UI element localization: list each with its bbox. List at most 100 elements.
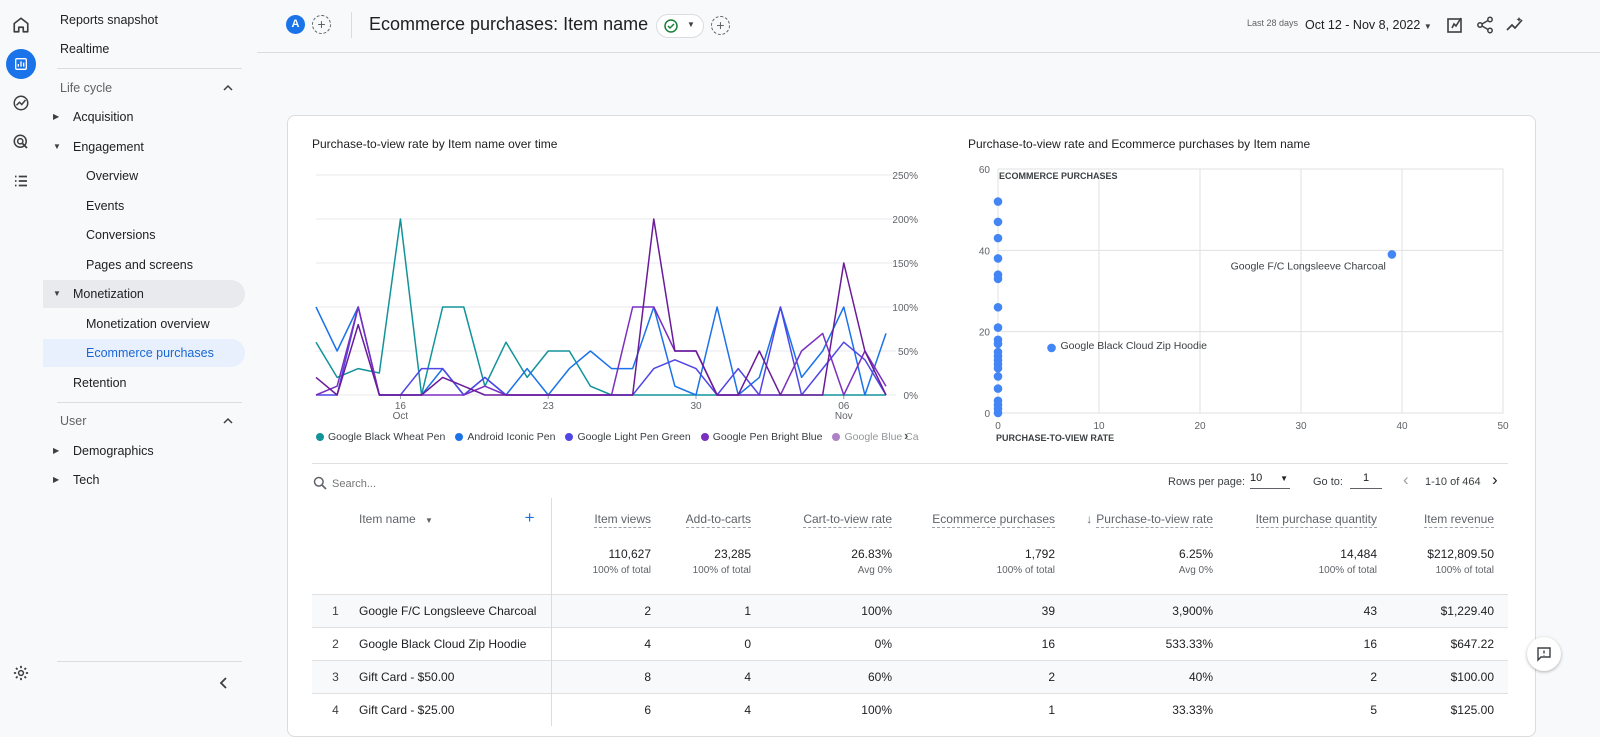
table-header-row: Item name ▼ + Item views Add-to-carts Car… bbox=[312, 498, 1508, 540]
next-page-chevron-icon[interactable]: › bbox=[1492, 470, 1498, 489]
nav-demographics[interactable]: ▶ Demographics bbox=[43, 437, 280, 465]
date-range-picker[interactable]: Oct 12 - Nov 8, 2022 ▼ bbox=[1305, 18, 1432, 32]
item-name-cell: 4 Gift Card - $25.00 bbox=[312, 693, 551, 726]
legend-item[interactable]: Google Light Pen Green bbox=[565, 431, 691, 443]
home-icon[interactable] bbox=[6, 10, 36, 40]
plot-frame bbox=[997, 168, 1504, 414]
total-label: Avg 0% bbox=[1178, 565, 1213, 576]
table-cell: 100% bbox=[765, 594, 906, 628]
reports-icon[interactable] bbox=[6, 49, 36, 79]
nav-tech[interactable]: ▶ Tech bbox=[43, 466, 280, 494]
x-tick-label: 40 bbox=[1396, 421, 1408, 432]
customize-report-icon[interactable] bbox=[1446, 16, 1464, 34]
legend-prev-chevron-icon[interactable]: ‹ bbox=[884, 428, 889, 443]
table-cell: 40% bbox=[1069, 660, 1227, 694]
share-icon[interactable] bbox=[1476, 16, 1494, 34]
table-cell: $100.00 bbox=[1391, 660, 1508, 694]
nav-monetization[interactable]: ▼ Monetization bbox=[43, 280, 245, 308]
row-number: 2 bbox=[332, 637, 339, 651]
legend-item[interactable]: Google Blue Ca bbox=[832, 431, 919, 443]
legend-label: Google Pen Bright Blue bbox=[712, 431, 823, 443]
advertising-icon[interactable] bbox=[6, 127, 36, 157]
legend-item[interactable]: Google Black Wheat Pen bbox=[316, 431, 445, 443]
insights-icon[interactable] bbox=[1505, 15, 1525, 35]
nav-section-lifecycle[interactable]: Life cycle bbox=[43, 74, 245, 102]
scatter-point bbox=[993, 302, 1003, 312]
item-name-cell: 3 Gift Card - $50.00 bbox=[312, 660, 551, 694]
column-header[interactable]: Ecommerce purchases bbox=[906, 498, 1069, 540]
nav-overview[interactable]: Overview bbox=[86, 169, 139, 183]
nav-retention[interactable]: Retention bbox=[73, 376, 127, 390]
nav-monetization-overview[interactable]: Monetization overview bbox=[86, 317, 210, 331]
goto-page-input[interactable]: 1 bbox=[1350, 472, 1382, 489]
table-row[interactable]: 2 Google Black Cloud Zip Hoodie 4 0 0% 16… bbox=[312, 627, 1508, 661]
table-search-input[interactable] bbox=[330, 474, 574, 494]
previous-page-chevron-icon[interactable]: ‹ bbox=[1403, 470, 1409, 489]
total-value: $212,809.50 bbox=[1427, 547, 1494, 561]
legend-label: Google Light Pen Green bbox=[577, 431, 691, 443]
table-row[interactable]: 3 Gift Card - $50.00 8 4 60% 2 40% 2 $100… bbox=[312, 660, 1508, 694]
table-row[interactable]: 4 Gift Card - $25.00 6 4 100% 1 33.33% 5 … bbox=[312, 693, 1508, 726]
nav-conversions[interactable]: Conversions bbox=[86, 228, 156, 242]
add-comparison-plus-icon[interactable]: + bbox=[312, 15, 331, 34]
table-cell: $1,229.40 bbox=[1391, 594, 1508, 628]
explore-icon[interactable] bbox=[6, 88, 36, 118]
totals-cell: 6.25% Avg 0% bbox=[1069, 540, 1227, 595]
table-cell: $647.22 bbox=[1391, 627, 1508, 661]
table-cell: 1 bbox=[665, 594, 765, 628]
add-filter-plus-icon[interactable]: + bbox=[711, 16, 730, 35]
total-value: 6.25% bbox=[1178, 547, 1213, 561]
feedback-icon bbox=[1537, 647, 1551, 662]
table-cell: $125.00 bbox=[1391, 693, 1508, 726]
y-tick-label: 150% bbox=[892, 259, 918, 270]
table-cell: 33.33% bbox=[1069, 693, 1227, 726]
rows-per-page-select[interactable]: 10 ▼ bbox=[1250, 472, 1290, 489]
collapse-nav-chevron-left-icon[interactable] bbox=[217, 676, 231, 690]
row-number: 1 bbox=[332, 604, 339, 618]
add-dimension-plus-icon[interactable]: + bbox=[524, 508, 535, 527]
total-label: 100% of total bbox=[592, 565, 651, 576]
divider bbox=[57, 68, 242, 69]
report-status-dropdown[interactable]: ▼ bbox=[656, 14, 704, 38]
column-label: Ecommerce purchases bbox=[932, 512, 1055, 528]
legend-item[interactable]: Android Iconic Pen bbox=[455, 431, 555, 443]
scatter-point bbox=[993, 217, 1003, 227]
x-tick-label: 20 bbox=[1194, 421, 1206, 432]
date-range-prefix: Last 28 days bbox=[1247, 18, 1299, 28]
x-tick-label: 50 bbox=[1497, 421, 1509, 432]
nav-pages-and-screens[interactable]: Pages and screens bbox=[86, 258, 194, 272]
feedback-button[interactable] bbox=[1527, 637, 1561, 671]
goto-label: Go to: bbox=[1313, 476, 1343, 488]
nav-engagement[interactable]: ▼ Engagement bbox=[43, 133, 280, 161]
settings-gear-icon[interactable] bbox=[6, 658, 36, 688]
nav-section-user[interactable]: User bbox=[43, 407, 245, 435]
configure-icon[interactable] bbox=[6, 166, 36, 196]
comparison-avatar[interactable]: A bbox=[286, 15, 305, 34]
nav-events[interactable]: Events bbox=[86, 199, 125, 213]
scatter-chart: 0 10 20 30 40 50 60 40 20 0 ECOMMERCE PURCHASES PUR… bbox=[979, 165, 1509, 443]
x-tick-label: 30 bbox=[690, 401, 702, 412]
section-label: Life cycle bbox=[60, 81, 113, 95]
column-header-item-name[interactable]: Item name ▼ + bbox=[312, 498, 551, 540]
table-row[interactable]: 1 Google F/C Longsleeve Charcoal 2 1 100%… bbox=[312, 594, 1508, 628]
totals-cell bbox=[312, 540, 551, 595]
column-header[interactable]: Item views bbox=[550, 498, 665, 540]
legend-item[interactable]: Google Pen Bright Blue bbox=[700, 431, 823, 443]
column-header[interactable]: Add-to-carts bbox=[665, 498, 765, 540]
column-header[interactable]: Item purchase quantity bbox=[1227, 498, 1391, 540]
item-name-cell: 1 Google F/C Longsleeve Charcoal bbox=[312, 594, 551, 628]
column-header[interactable]: Cart-to-view rate bbox=[765, 498, 906, 540]
item-name: Gift Card - $50.00 bbox=[359, 670, 455, 684]
app-rail bbox=[0, 0, 44, 716]
scatter-point bbox=[993, 363, 1003, 373]
nav-acquisition[interactable]: ▶ Acquisition bbox=[43, 103, 280, 131]
nav-reports-snapshot[interactable]: Reports snapshot bbox=[60, 13, 158, 27]
column-header[interactable]: Item revenue bbox=[1391, 498, 1508, 540]
legend-next-chevron-icon[interactable]: › bbox=[904, 428, 909, 443]
y-tick-label: 200% bbox=[892, 215, 918, 226]
column-header-sorted[interactable]: ↓ Purchase-to-view rate bbox=[1069, 498, 1227, 540]
table-cell: 2 bbox=[550, 594, 665, 628]
caret-down-icon: ▼ bbox=[425, 516, 433, 525]
nav-ecommerce-purchases[interactable]: Ecommerce purchases bbox=[43, 339, 245, 367]
nav-realtime[interactable]: Realtime bbox=[60, 42, 110, 56]
